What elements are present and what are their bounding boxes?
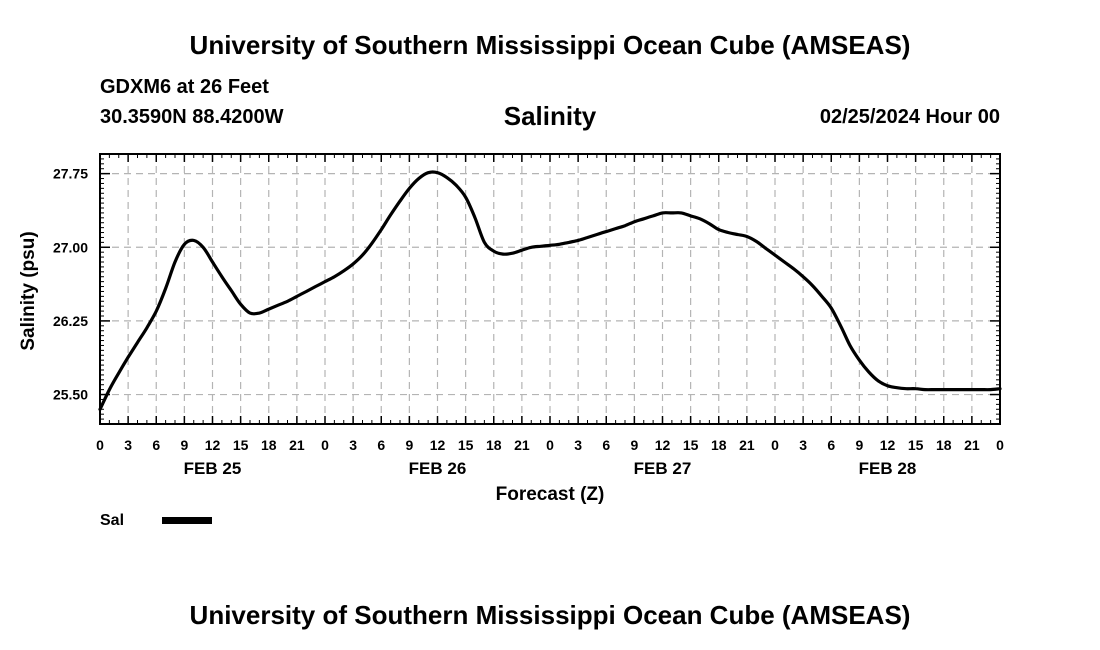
grid-lines [100, 154, 1000, 424]
legend-label-sal: Sal [100, 512, 124, 529]
x-tick-label: 6 [602, 437, 610, 453]
x-tick-label: 9 [405, 437, 413, 453]
forecast-date: 02/25/2024 Hour 00 [819, 106, 1000, 128]
salinity-series-line [98, 170, 1002, 411]
x-tick-label: 3 [349, 437, 357, 453]
day-label: FEB 28 [859, 459, 917, 478]
x-tick-label: 3 [574, 437, 582, 453]
tick-labels: 0 3 6 9 12 15 18 21 0 3 6 9 12 15 18 21 0 3 6 9 12 15 18 21 0 3 6 9… [53, 166, 1004, 478]
x-tick-label: 12 [205, 437, 221, 453]
x-tick-label: 0 [996, 437, 1004, 453]
x-tick-label: 21 [289, 437, 305, 453]
x-tick-label: 0 [771, 437, 779, 453]
x-tick-label: 3 [799, 437, 807, 453]
y-tick-label: 25.50 [53, 387, 88, 403]
x-tick-label: 9 [180, 437, 188, 453]
y-tick-label: 26.25 [53, 313, 88, 329]
x-tick-label: 9 [855, 437, 863, 453]
x-tick-label: 15 [908, 437, 924, 453]
legend: Sal [100, 512, 212, 529]
x-axis-label: Forecast (Z) [496, 484, 605, 505]
x-tick-label: 18 [486, 437, 502, 453]
day-label: FEB 25 [184, 459, 242, 478]
x-tick-label: 15 [683, 437, 699, 453]
x-tick-label: 18 [711, 437, 727, 453]
bottom-title: University of Southern Mississippi Ocean… [189, 600, 911, 630]
x-tick-label: 12 [880, 437, 896, 453]
x-tick-label: 12 [430, 437, 446, 453]
plot-frame [99, 153, 1001, 425]
day-label: FEB 26 [409, 459, 467, 478]
x-tick-label: 15 [233, 437, 249, 453]
y-tick-label: 27.00 [53, 239, 88, 255]
y-axis-label: Salinity (psu) [18, 231, 39, 350]
x-tick-label: 12 [655, 437, 671, 453]
x-tick-label: 21 [964, 437, 980, 453]
x-tick-label: 6 [377, 437, 385, 453]
x-tick-label: 15 [458, 437, 474, 453]
top-title: University of Southern Mississippi Ocean… [189, 30, 911, 60]
station-label: GDXM6 at 26 Feet [100, 76, 269, 98]
x-tick-label: 6 [152, 437, 160, 453]
x-tick-label: 6 [827, 437, 835, 453]
x-tick-label: 21 [514, 437, 530, 453]
x-tick-label: 9 [630, 437, 638, 453]
x-tick-label: 3 [124, 437, 132, 453]
y-tick-label: 27.75 [53, 166, 88, 182]
coordinates-label: 30.3590N 88.4200W [100, 106, 284, 128]
x-tick-label: 0 [321, 437, 329, 453]
x-tick-label: 18 [261, 437, 277, 453]
x-tick-label: 0 [96, 437, 104, 453]
day-label: FEB 27 [634, 459, 692, 478]
x-tick-label: 21 [739, 437, 755, 453]
legend-swatch-sal [162, 517, 212, 524]
chart-title: Salinity [503, 101, 597, 131]
x-tick-label: 0 [546, 437, 554, 453]
x-tick-label: 18 [936, 437, 952, 453]
